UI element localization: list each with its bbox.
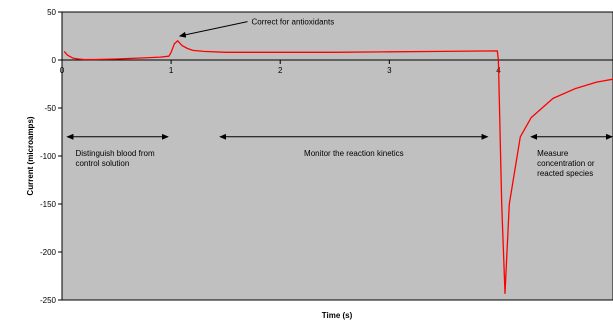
series-layer: [63, 40, 613, 294]
x-tick-label: 2: [278, 66, 283, 75]
x-tick-label: 1: [169, 66, 174, 75]
y-tick-label: -200: [40, 248, 57, 257]
x-tick-label: 0: [60, 66, 65, 75]
y-tick-label: -150: [40, 200, 57, 209]
annotation-label: Monitor the reaction kinetics: [304, 149, 404, 158]
annotation-label: Distinguish blood from control solution: [75, 149, 154, 168]
annotation-arrow: [178, 21, 248, 38]
y-axis-title: Current (microamps): [26, 116, 35, 195]
x-tick-label: 3: [387, 66, 392, 75]
series-line: [63, 40, 613, 294]
y-tick-label: 50: [47, 8, 56, 17]
y-tick-label: -250: [40, 296, 57, 305]
y-tick-label: -100: [40, 152, 57, 161]
y-tick-label: 0: [52, 56, 57, 65]
annotation-label: Correct for antioxidants: [251, 18, 334, 27]
annotation-label: Measure concentration or reacted species: [537, 149, 595, 178]
y-tick-label: -50: [44, 104, 56, 113]
annotations-layer: Correct for antioxidants Distinguish bloo…: [66, 18, 613, 178]
x-axis-title: Time (s): [322, 311, 353, 320]
